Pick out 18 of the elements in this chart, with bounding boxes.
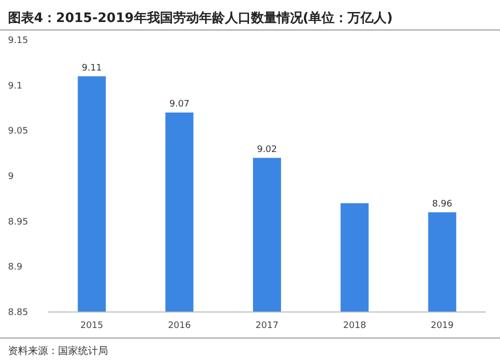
x-tick-label: 2017 (256, 321, 278, 331)
y-tick-label: 9.15 (8, 36, 28, 46)
chart-title: 图表4：2015-2019年我国劳动年龄人口数量情况(单位：万亿人) (8, 10, 393, 26)
y-tick-label: 9 (8, 172, 14, 182)
data-label: 9.07 (169, 100, 190, 110)
x-tick-label: 2015 (80, 321, 104, 331)
y-tick-label: 8.9 (8, 262, 23, 273)
data-label: 8.96 (432, 199, 452, 210)
text: 资料来源：国家统计局 (8, 345, 108, 357)
y-tick-label: 8.95 (8, 217, 28, 228)
y-tick-label: 9.05 (8, 126, 28, 137)
data-label: 9.11 (82, 63, 102, 74)
y-tick-label: 8.85 (8, 308, 28, 318)
data-label: 9.02 (256, 144, 278, 155)
x-tick-label: 2018 (343, 321, 366, 331)
x-tick-label: 2019 (430, 321, 454, 331)
x-tick-label: 2016 (168, 321, 192, 331)
y-tick-label: 9.1 (8, 81, 22, 92)
